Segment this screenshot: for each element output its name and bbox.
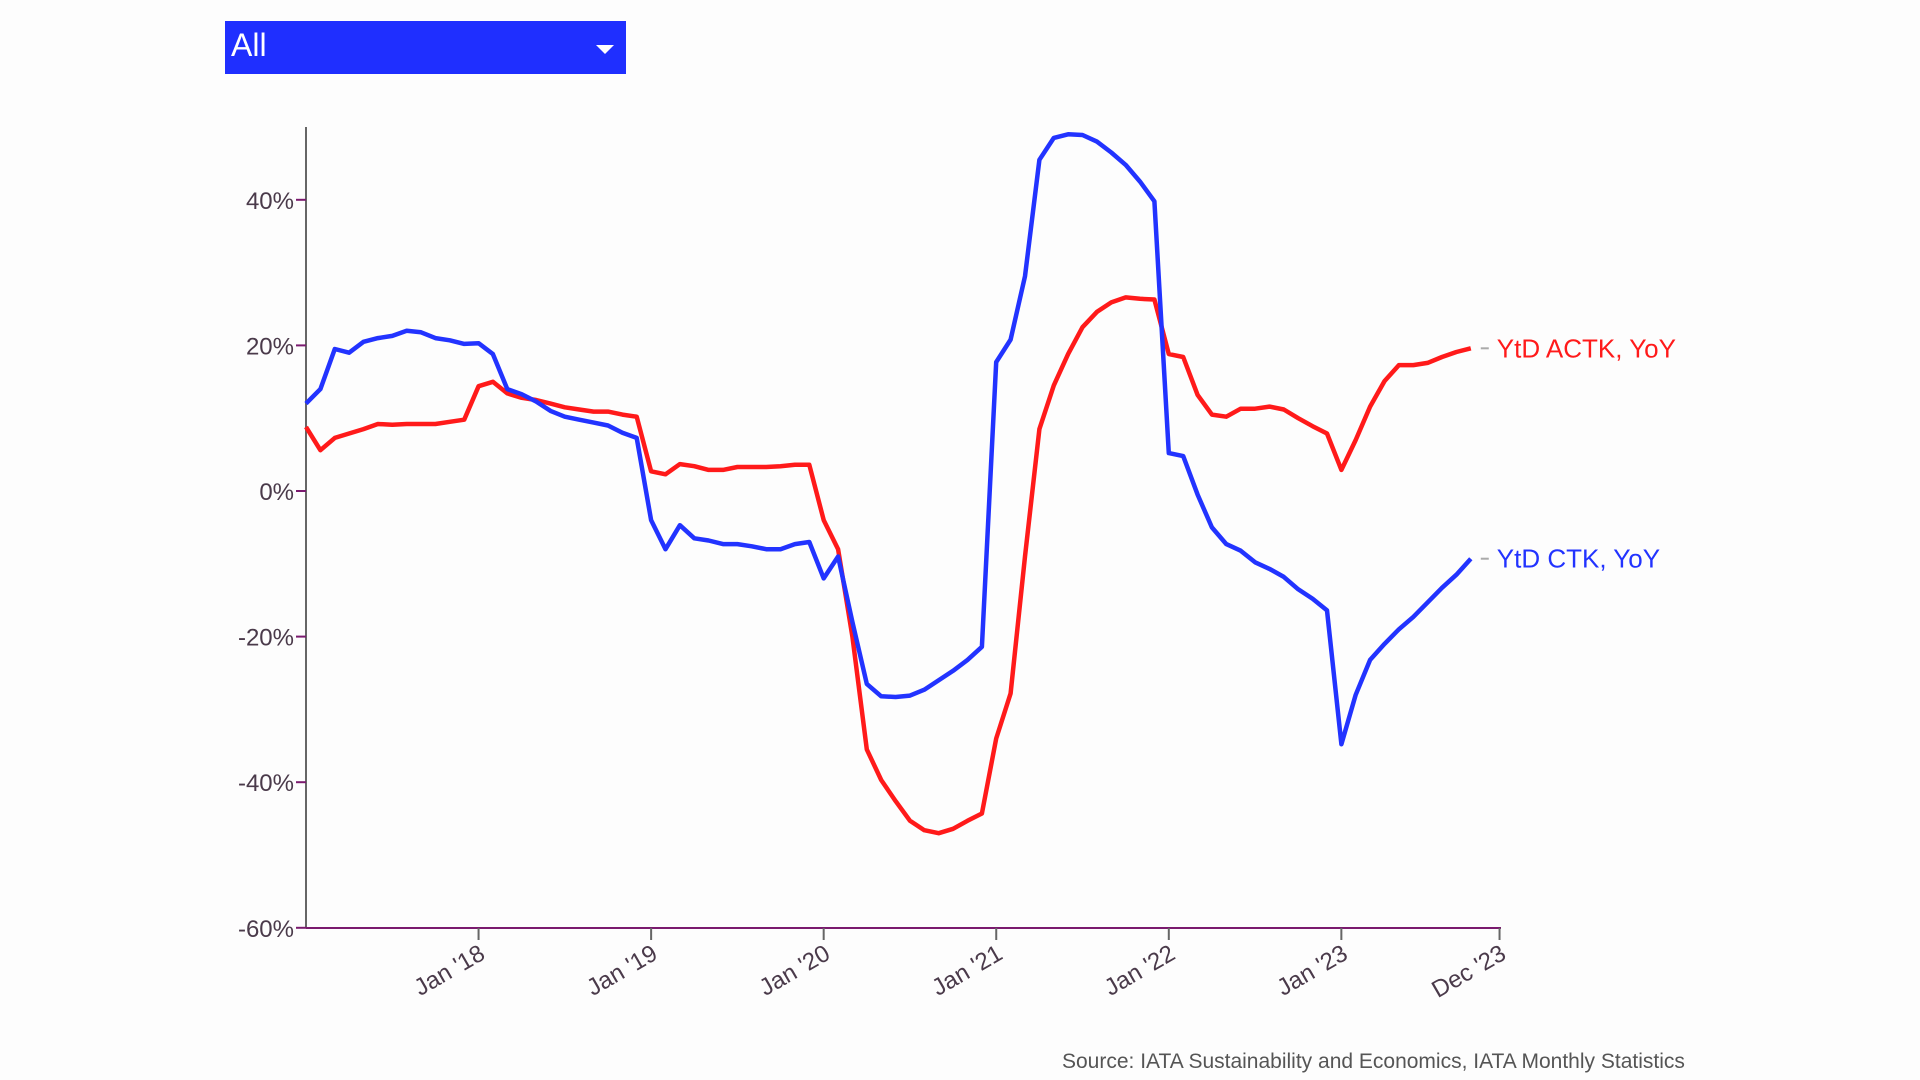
chevron-down-icon [596, 45, 614, 54]
y-tick-label: 0% [259, 479, 294, 506]
x-tick-label: Jan '22 [1100, 940, 1180, 1002]
x-tick-label: Jan '23 [1272, 940, 1352, 1002]
x-tick-label: Dec '23 [1427, 940, 1510, 1004]
region-filter-dropdown[interactable]: All [225, 21, 626, 74]
x-tick-label: Jan '18 [410, 940, 490, 1002]
x-tick-label: Jan '19 [582, 940, 662, 1002]
y-tick-label: 20% [246, 333, 294, 360]
series-line-ctk [304, 132, 1473, 747]
x-tick-label: Jan '20 [755, 940, 835, 1002]
source-note: Source: IATA Sustainability and Economic… [1062, 1050, 1685, 1073]
series-line-actk [304, 295, 1472, 836]
y-tick-label: -20% [238, 625, 294, 652]
y-tick-label: -40% [238, 770, 294, 797]
dropdown-selected-value: All [231, 27, 267, 63]
legend-label: YtD CTK, YoY [1497, 544, 1660, 574]
y-tick-label: 40% [246, 188, 294, 215]
y-tick-label: -60% [238, 916, 294, 943]
x-tick-label: Jan '21 [927, 940, 1007, 1002]
legend-label: YtD ACTK, YoY [1497, 333, 1676, 363]
